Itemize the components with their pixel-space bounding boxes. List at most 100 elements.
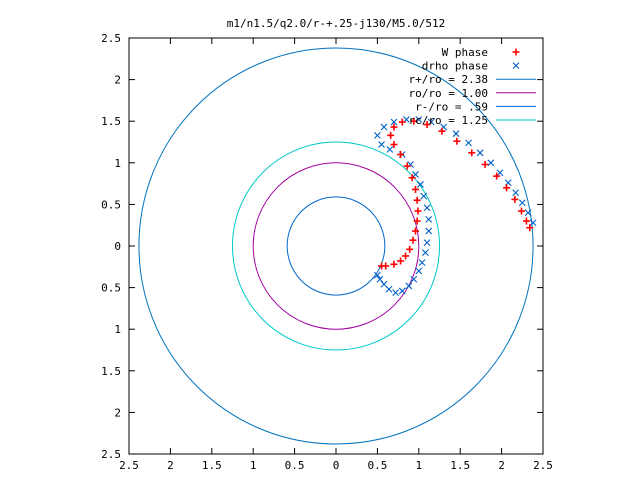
- w-phase-point: [398, 118, 406, 126]
- drho-phase-point: [465, 139, 472, 147]
- drho-phase-point: [374, 131, 381, 139]
- drho-phase-point: [405, 282, 413, 290]
- drho-phase-point: [398, 287, 406, 295]
- y-tick-label: 1.5: [101, 365, 121, 378]
- x-tick-label: 2: [167, 459, 174, 472]
- y-tick-label: 0.5: [101, 282, 121, 295]
- legend-label: r-/ro = .59: [415, 100, 488, 113]
- w-phase-point: [397, 257, 405, 265]
- circle-ro: [252, 162, 420, 330]
- drho-phase-point: [376, 275, 384, 283]
- axis-ticks: 2.52.5221.51.5110.50.5000.50.5111.51.522…: [101, 32, 553, 472]
- w-phase-point: [481, 160, 489, 168]
- w-phase-point: [438, 127, 446, 135]
- legend-label: W phase: [442, 46, 488, 59]
- w-phase-point: [397, 150, 405, 158]
- w-phase-point: [411, 227, 419, 235]
- drho-phase-point: [418, 259, 426, 267]
- drho-phase-point: [410, 275, 418, 283]
- legend-label: rc/ro = 1.25: [409, 114, 488, 127]
- legend-marker: [512, 48, 520, 56]
- y-tick-label: 1: [114, 323, 121, 336]
- drho-phase-point: [487, 159, 495, 167]
- drho-phase-point: [423, 204, 431, 212]
- reference-circles: [138, 47, 534, 445]
- drho-phase-point: [512, 189, 520, 197]
- w-phase-point: [493, 172, 501, 180]
- legend-label: ro/ro = 1.00: [409, 87, 488, 100]
- circle-r+: [138, 47, 534, 445]
- x-tick-label: 1: [250, 459, 257, 472]
- legend-label: r+/ro = 2.38: [409, 73, 488, 86]
- drho-phase-point: [423, 239, 431, 247]
- x-tick-label: 1: [415, 459, 422, 472]
- drho-phase-point: [420, 192, 428, 200]
- w-phase-point: [402, 252, 410, 260]
- x-tick-label: 0.5: [367, 459, 387, 472]
- y-tick-label: 1.5: [101, 115, 121, 128]
- w-phase-point: [413, 196, 421, 204]
- w-phase-point: [390, 123, 398, 131]
- drho-phase-point: [380, 280, 388, 288]
- w-phase-point: [408, 174, 416, 182]
- w-phase-point: [511, 195, 519, 203]
- drho-phase-point: [392, 289, 400, 296]
- y-tick-label: 0.5: [101, 198, 121, 211]
- y-tick-label: 1: [114, 157, 121, 170]
- x-tick-label: 2: [498, 459, 505, 472]
- drho-phase-point: [390, 118, 398, 126]
- drho-phase-point: [374, 271, 381, 279]
- w-phase-point: [409, 236, 417, 244]
- w-phase-point: [390, 140, 398, 148]
- drho-phase-point: [415, 267, 423, 275]
- drho-phase-point: [417, 181, 424, 188]
- circle-rc: [232, 141, 440, 351]
- y-tick-label: 2: [114, 406, 121, 419]
- w-phase-point: [403, 162, 411, 170]
- x-tick-label: 2.5: [119, 459, 139, 472]
- drho-phase-point: [529, 219, 537, 227]
- drho-phase-point: [476, 149, 484, 157]
- w-phase-point: [387, 131, 395, 139]
- w-phase-point: [411, 185, 419, 193]
- x-tick-label: 1.5: [450, 459, 470, 472]
- drho-phase-point: [425, 227, 433, 235]
- drho-phase-point: [518, 199, 526, 207]
- w-phase-point: [378, 262, 386, 270]
- w-phase-point: [503, 184, 511, 192]
- legend-label: drho phase: [422, 60, 488, 73]
- x-tick-label: 1.5: [202, 459, 222, 472]
- w-phase-point: [453, 137, 461, 145]
- w-phase-point: [517, 207, 525, 215]
- drho-phase-point: [386, 146, 394, 153]
- drho-phase-point: [378, 141, 385, 148]
- w-phase-point: [410, 117, 418, 125]
- w-phase-point: [406, 245, 414, 253]
- w-phase-point: [522, 217, 530, 225]
- drho-phase-point: [422, 249, 429, 257]
- drho-phase-point: [452, 130, 460, 138]
- phase-points: [374, 116, 537, 296]
- x-tick-label: 0.5: [285, 459, 305, 472]
- drho-phase-point: [425, 215, 433, 223]
- w-phase-point: [414, 207, 422, 215]
- w-phase-point: [468, 149, 476, 157]
- drho-phase-point: [496, 169, 504, 177]
- w-phase-point: [390, 260, 398, 268]
- w-phase-point: [413, 217, 421, 225]
- x-tick-label: 0: [333, 459, 340, 472]
- circle-r-: [286, 196, 386, 296]
- y-tick-label: 2.5: [101, 32, 121, 45]
- legend-marker: [512, 62, 520, 69]
- y-tick-label: 0: [114, 240, 121, 253]
- drho-phase-point: [380, 123, 388, 131]
- y-tick-label: 2: [114, 74, 121, 87]
- w-phase-point: [526, 224, 534, 232]
- drho-phase-point: [412, 171, 419, 178]
- x-tick-label: 2.5: [533, 459, 553, 472]
- y-tick-label: 2.5: [101, 448, 121, 461]
- chart-title: m1/n1.5/q2.0/r-+.25-j130/M5.0/512: [227, 17, 446, 30]
- w-phase-point: [423, 121, 431, 129]
